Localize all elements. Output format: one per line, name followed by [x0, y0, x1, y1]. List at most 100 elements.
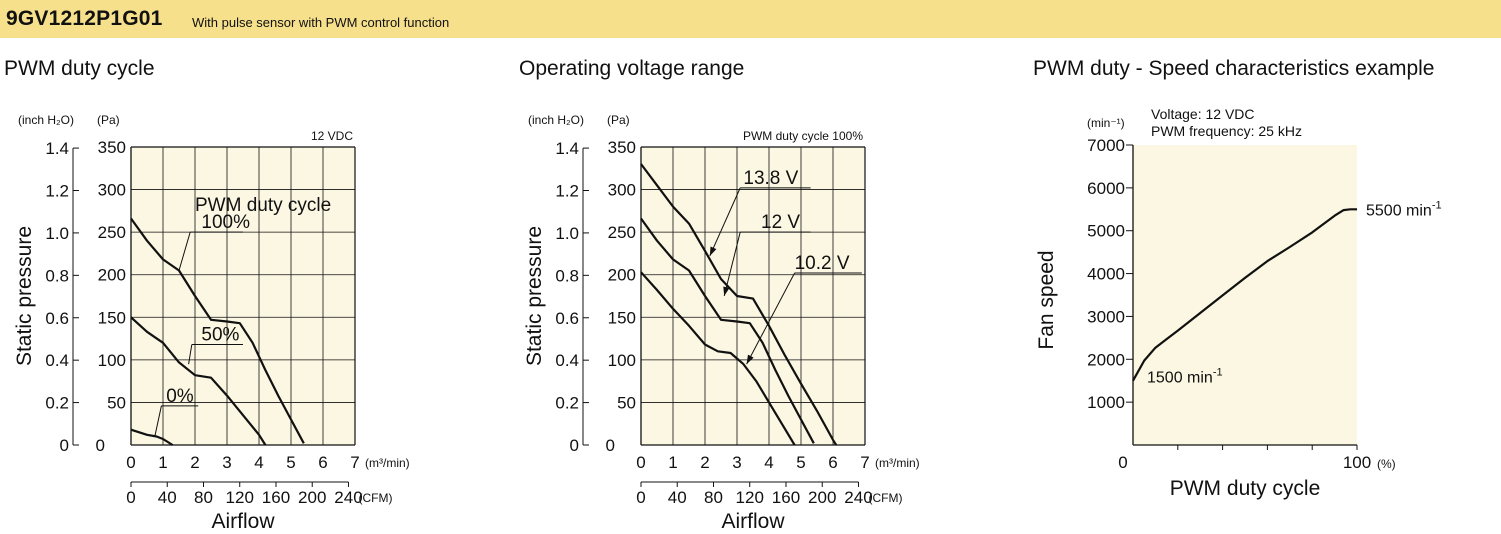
pa-tick-label: 300	[98, 181, 126, 200]
inch-tick-label: 0.2	[555, 394, 579, 413]
note-frequency: PWM frequency: 25 kHz	[1151, 123, 1302, 139]
inch-tick-label: 0.6	[45, 309, 69, 328]
pa-zero-label: 0	[96, 436, 105, 455]
cfm-tick-label: 240	[334, 488, 362, 507]
pa-tick-label: 100	[98, 351, 126, 370]
pa-tick-label: 200	[608, 266, 636, 285]
curve-138V	[640, 163, 838, 446]
curve-100	[130, 217, 305, 444]
curve-50	[130, 316, 267, 446]
x-tick-label: 0	[126, 453, 135, 472]
cfm-tick-label: 0	[636, 488, 645, 507]
leader-line	[178, 232, 191, 271]
plot-area	[1133, 145, 1357, 445]
leader-line	[154, 405, 162, 436]
inch-tick-label: 1.4	[555, 139, 579, 158]
x-unit-cfm: (CFM)	[358, 491, 392, 505]
x-unit-cfm: (CFM)	[868, 491, 902, 505]
inch-tick-label: 1.0	[45, 224, 69, 243]
x-tick-label: 2	[190, 453, 199, 472]
chart2-title: Operating voltage range	[519, 57, 745, 80]
leader-line	[188, 344, 193, 365]
cfm-tick-label: 160	[772, 488, 800, 507]
curve-102V	[640, 271, 796, 446]
pa-zero-label: 0	[606, 436, 615, 455]
x-axis-title: Airflow	[211, 510, 275, 533]
x-tick-label: 6	[828, 453, 837, 472]
cfm-tick-label: 160	[262, 488, 290, 507]
inch-tick-label: 1.2	[45, 182, 69, 201]
series-label: 50%	[201, 325, 239, 346]
x-unit-m3min: (m³/min)	[365, 456, 410, 470]
series-label: 100%	[201, 212, 250, 233]
inch-tick-label: 0	[60, 436, 69, 455]
x-axis-title: Airflow	[721, 510, 785, 533]
speed-curve	[1132, 208, 1357, 382]
pa-tick-label: 250	[608, 223, 636, 242]
y-axis-title: Fan speed	[1035, 250, 1058, 349]
y-unit-pa: (Pa)	[607, 113, 630, 127]
y-unit-inch: (inch H₂O)	[528, 113, 584, 127]
x-tick-label-min: 0	[1118, 453, 1127, 472]
plot-area	[131, 147, 355, 445]
inch-tick-label: 0.8	[555, 266, 579, 285]
y-tick-label: 3000	[1087, 307, 1125, 326]
arrowhead	[709, 246, 717, 256]
x-tick-label: 3	[222, 453, 231, 472]
y-tick-label: 7000	[1087, 136, 1125, 155]
series-label: 10.2 V	[795, 253, 850, 274]
cfm-tick-label: 40	[158, 488, 177, 507]
pa-tick-label: 200	[98, 266, 126, 285]
x-tick-label: 6	[318, 453, 327, 472]
x-tick-label: 5	[286, 453, 295, 472]
x-tick-label: 3	[732, 453, 741, 472]
x-tick-label: 2	[700, 453, 709, 472]
cfm-tick-label: 0	[126, 488, 135, 507]
header-band: 9GV1212P1G01 With pulse sensor with PWM …	[0, 0, 1501, 38]
pa-tick-label: 100	[608, 351, 636, 370]
model-number: 9GV1212P1G01	[6, 7, 163, 30]
leader-line	[746, 272, 796, 365]
inch-tick-label: 1.0	[555, 224, 579, 243]
condition-label: 12 VDC	[311, 129, 353, 143]
cfm-tick-label: 240	[844, 488, 872, 507]
pa-tick-label: 300	[608, 181, 636, 200]
inch-tick-label: 0.4	[555, 351, 579, 370]
model-subtitle: With pulse sensor with PWM control funct…	[192, 15, 450, 30]
x-tick-label: 1	[158, 453, 167, 472]
chart1-title: PWM duty cycle	[4, 57, 155, 80]
cfm-tick-label: 40	[668, 488, 687, 507]
x-tick-label: 5	[796, 453, 805, 472]
cfm-tick-label: 120	[736, 488, 764, 507]
y-tick-label: 4000	[1087, 265, 1125, 284]
y-axis-title: Static pressure	[13, 226, 36, 366]
x-tick-label: 7	[860, 453, 869, 472]
series-label: 0%	[166, 386, 194, 407]
pa-tick-label: 150	[608, 308, 636, 327]
x-tick-label: 1	[668, 453, 677, 472]
pa-tick-label: 50	[107, 393, 126, 412]
curve-12V	[640, 217, 815, 444]
curve-0	[130, 428, 174, 446]
inch-tick-label: 1.2	[555, 182, 579, 201]
pa-tick-label: 250	[98, 223, 126, 242]
x-tick-label-max: 100	[1343, 453, 1371, 472]
y-unit: (min⁻¹)	[1087, 116, 1125, 130]
note-voltage: Voltage: 12 VDC	[1151, 106, 1255, 122]
annotation-superscript: -1	[1432, 199, 1442, 211]
arrowhead	[746, 354, 754, 365]
y-unit-pa: (Pa)	[97, 113, 120, 127]
arrowhead	[723, 286, 730, 296]
plot-area	[641, 147, 865, 445]
x-tick-label: 4	[254, 453, 263, 472]
legend-title: PWM duty cycle	[195, 195, 331, 216]
annotation-superscript: -1	[1213, 367, 1223, 379]
x-unit-m3min: (m³/min)	[875, 456, 920, 470]
pa-tick-label: 50	[617, 393, 636, 412]
y-tick-label: 6000	[1087, 179, 1125, 198]
pa-tick-label: 150	[98, 308, 126, 327]
x-tick-label: 4	[764, 453, 773, 472]
x-unit: (%)	[1377, 457, 1396, 471]
